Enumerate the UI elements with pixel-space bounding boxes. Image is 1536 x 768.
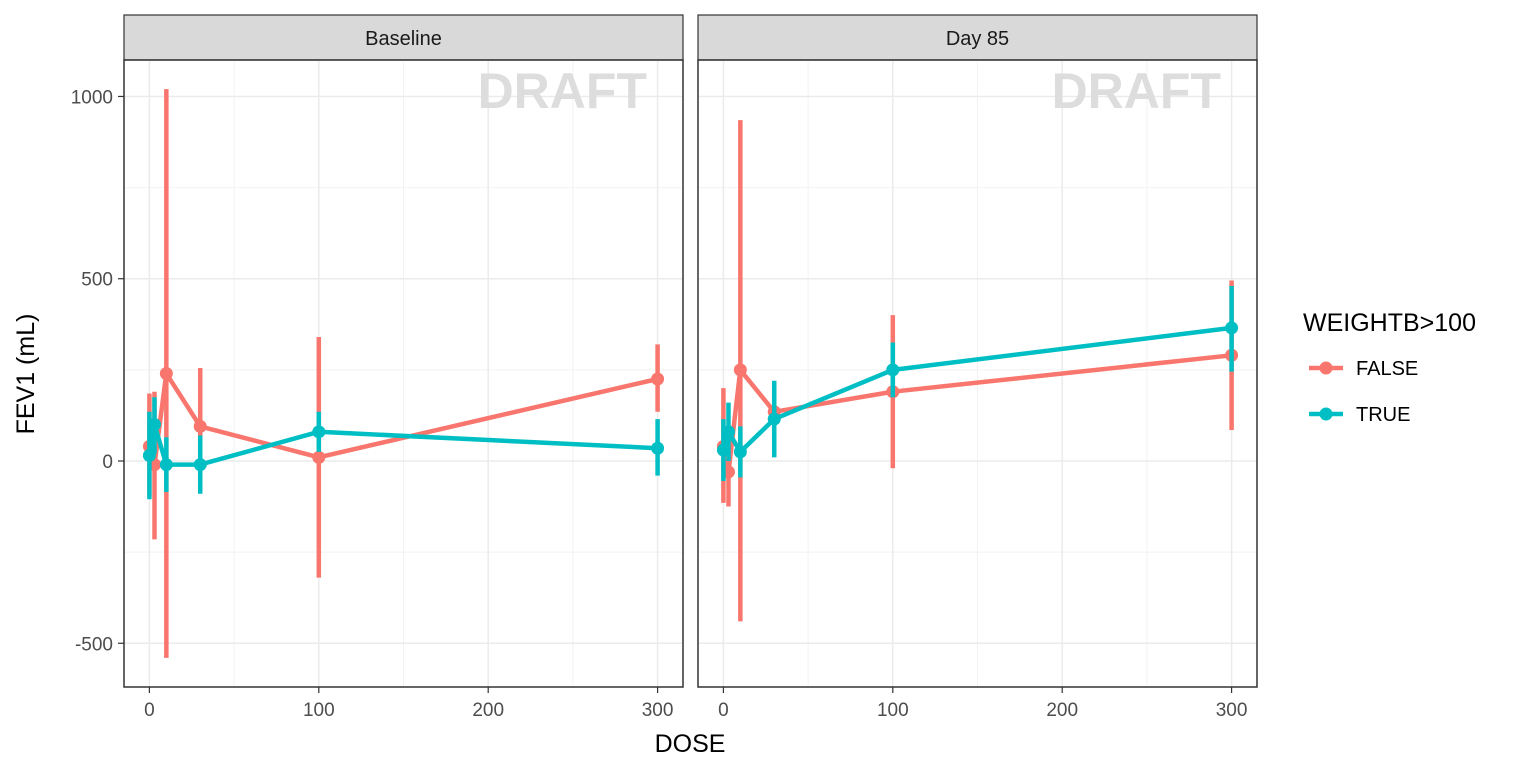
panel-border [123, 59, 684, 688]
data-point [1225, 321, 1239, 335]
series-true [716, 286, 1239, 482]
panel-border [697, 59, 1258, 688]
y-tick-label: 500 [81, 270, 113, 291]
x-tick-label: 0 [718, 700, 729, 721]
legend-item-true: TRUE [1309, 404, 1410, 426]
draft-watermark: DRAFT [478, 63, 647, 119]
legend-label: FALSE [1356, 358, 1418, 380]
legend-label: TRUE [1356, 404, 1410, 426]
y-tick-label: 0 [102, 452, 113, 473]
x-tick-label: 0 [144, 700, 155, 721]
draft-watermark: DRAFT [1052, 63, 1221, 119]
x-tick-label: 200 [472, 700, 504, 721]
data-point [651, 372, 665, 386]
facet-strip-label: Baseline [365, 28, 442, 50]
legend-items: FALSE TRUE [1309, 358, 1418, 426]
series-true [142, 397, 665, 500]
legend-key-point [1319, 361, 1333, 375]
data-point [767, 412, 781, 426]
legend-item-false: FALSE [1309, 358, 1418, 380]
x-axis-title: DOSE [655, 730, 726, 758]
data-point [193, 419, 207, 433]
data-point [147, 418, 161, 432]
y-axis-title: FEV1 (mL) [12, 314, 40, 435]
facet-strip [697, 14, 1258, 61]
panel-baseline: Baseline DRAFT 0 100 200 300 -500 0 500 1000 [71, 14, 684, 721]
data-point [733, 445, 747, 459]
x-tick-label: 200 [1046, 700, 1078, 721]
data-point [159, 458, 173, 472]
legend-key-point [1319, 407, 1333, 421]
facet-strip [123, 14, 684, 61]
panel-day-85: Day 85 DRAFT 0 100 200 300 [697, 14, 1258, 721]
data-point [721, 425, 735, 439]
facet-strip-label: Day 85 [946, 28, 1009, 50]
data-point [193, 458, 207, 472]
data-point [716, 443, 730, 457]
legend: WEIGHTB>100 FALSE TRUE [1303, 309, 1476, 426]
x-tick-label: 100 [303, 700, 335, 721]
x-tick-label: 300 [642, 700, 674, 721]
data-point [312, 425, 326, 439]
data-point [733, 363, 747, 377]
data-point [142, 449, 156, 463]
data-point [886, 363, 900, 377]
y-tick-label: 1000 [71, 87, 113, 108]
data-point [312, 450, 326, 464]
x-tick-label: 300 [1216, 700, 1248, 721]
data-point [159, 367, 173, 380]
x-tick-label: 100 [877, 700, 909, 721]
data-point [651, 441, 665, 455]
legend-title: WEIGHTB>100 [1303, 309, 1476, 337]
y-tick-label: -500 [75, 634, 113, 655]
